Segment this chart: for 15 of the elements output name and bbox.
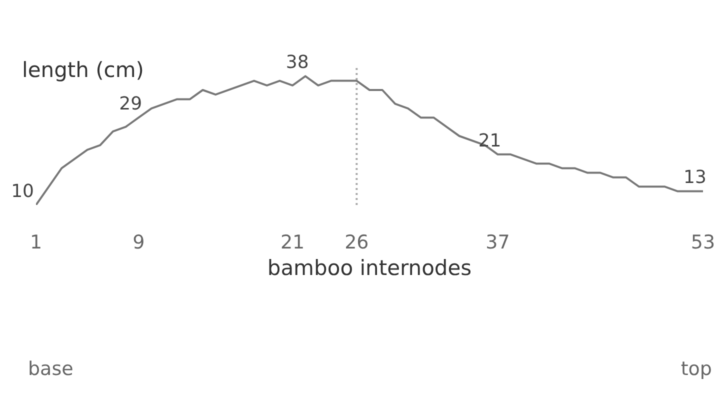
data-label: 10 bbox=[11, 181, 34, 202]
x-tick-label: 37 bbox=[486, 231, 510, 254]
x-tick-label: 21 bbox=[280, 231, 305, 254]
x-tick-label: 26 bbox=[344, 231, 369, 254]
y-axis-title: length (cm) bbox=[22, 58, 144, 82]
x-axis-title: bamboo internodes bbox=[267, 256, 472, 280]
data-label: 21 bbox=[478, 130, 502, 152]
data-label: 29 bbox=[119, 94, 142, 115]
data-label: 38 bbox=[286, 52, 309, 74]
text: top bbox=[680, 358, 712, 380]
x-tick-label: 9 bbox=[132, 231, 145, 254]
text: base bbox=[28, 358, 74, 380]
x-tick-label: 1 bbox=[30, 231, 42, 254]
x-tick-label: 53 bbox=[690, 231, 716, 254]
data-label: 13 bbox=[684, 167, 706, 188]
